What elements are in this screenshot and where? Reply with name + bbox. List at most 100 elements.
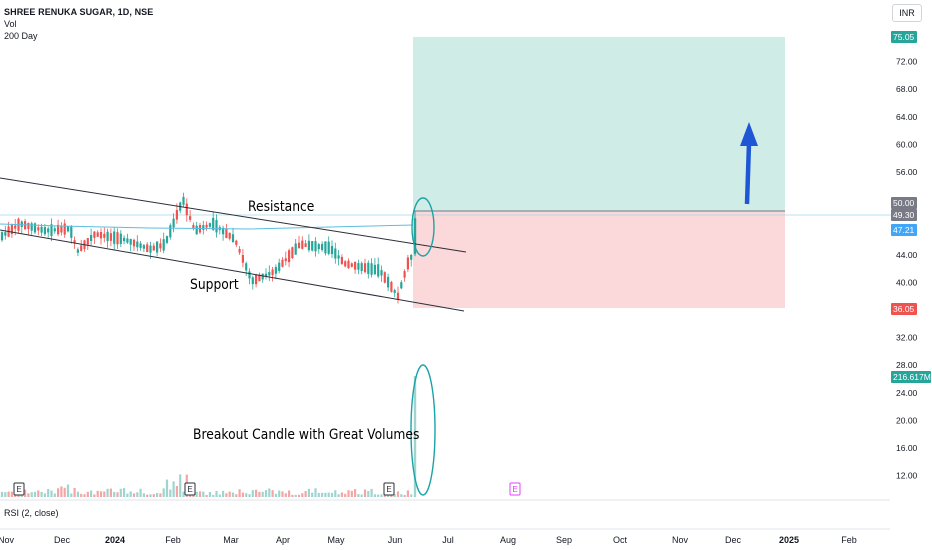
volume-bar xyxy=(175,485,178,497)
volume-bar xyxy=(109,488,112,497)
candle-body xyxy=(225,228,228,239)
candle-body xyxy=(126,238,129,243)
volume-bar xyxy=(27,493,30,497)
candle-body xyxy=(363,263,367,273)
candle-body xyxy=(169,225,172,238)
volume-bar xyxy=(123,488,126,497)
candle-body xyxy=(106,231,109,242)
candle-body xyxy=(271,269,274,276)
candle-body xyxy=(311,241,314,251)
volume-bar xyxy=(142,493,145,497)
candle-body xyxy=(340,256,343,264)
earnings-event-icon[interactable] xyxy=(184,482,196,496)
earnings-event-icon[interactable] xyxy=(509,482,521,496)
volume-bar xyxy=(10,491,13,497)
candle-body xyxy=(284,258,287,262)
volume-bar xyxy=(60,486,63,497)
breakout-candle-body xyxy=(413,218,417,255)
volume-bar xyxy=(225,493,228,497)
volume-bar xyxy=(396,491,400,497)
volume-bar xyxy=(113,491,116,497)
volume-bar xyxy=(344,493,347,497)
volume-bar xyxy=(106,488,109,497)
time-tick-label: 2024 xyxy=(105,535,125,545)
candle-body xyxy=(370,263,373,275)
candle-body xyxy=(159,243,162,249)
resistance-trendline[interactable] xyxy=(0,177,467,253)
volume-bar xyxy=(284,493,287,497)
earnings-event-icon[interactable] xyxy=(13,482,25,496)
candle-body xyxy=(192,224,195,229)
candle-body xyxy=(321,243,324,251)
candle-body xyxy=(93,231,96,238)
candle-body xyxy=(99,232,103,239)
volume-bar xyxy=(136,492,139,497)
candle-body xyxy=(0,232,4,241)
candle-body xyxy=(50,224,53,236)
volume-bar xyxy=(327,492,330,497)
candle-body xyxy=(113,231,116,244)
volume-bar xyxy=(301,493,304,497)
candle-body xyxy=(63,223,66,235)
candle-body xyxy=(182,196,185,205)
candle-body xyxy=(175,209,178,220)
volume-bar xyxy=(66,484,70,497)
volume-bar xyxy=(0,491,4,497)
time-tick-label: Sep xyxy=(556,535,572,545)
candle-body xyxy=(291,247,294,259)
candle-body xyxy=(288,250,291,263)
volume-bar xyxy=(57,488,60,497)
candle-body xyxy=(231,234,235,243)
target-zone[interactable] xyxy=(413,37,785,211)
rsi-pane-label[interactable]: RSI (2, close) xyxy=(4,508,59,518)
volume-bar xyxy=(354,489,357,497)
volume-indicator-label[interactable]: Vol xyxy=(4,19,17,29)
target-arrow[interactable] xyxy=(740,122,758,205)
volume-bar xyxy=(139,488,142,497)
volume-bar xyxy=(198,491,202,497)
candle-body xyxy=(202,225,205,230)
earnings-event-icon[interactable] xyxy=(383,482,395,496)
volume-bar xyxy=(334,490,337,497)
ma-indicator-label[interactable]: 200 Day xyxy=(4,31,38,41)
candle-body xyxy=(400,282,403,289)
candle-body xyxy=(30,223,33,231)
candle-body xyxy=(297,242,301,249)
volume-bar xyxy=(238,489,241,497)
volume-bar xyxy=(146,494,149,497)
price-badge-label: 49.30 xyxy=(893,210,915,220)
support-trendline[interactable] xyxy=(0,229,465,312)
candle-body xyxy=(222,227,225,235)
candle-body xyxy=(162,239,165,251)
volume-bar xyxy=(294,494,297,497)
time-tick-label: May xyxy=(327,535,345,545)
symbol-title[interactable]: SHREE RENUKA SUGAR, 1D, NSE xyxy=(4,7,154,17)
stop-zone[interactable] xyxy=(413,211,785,308)
volume-bar xyxy=(63,487,66,497)
candle-body xyxy=(324,241,327,254)
price-badge xyxy=(891,371,931,383)
time-tick-label: Dec xyxy=(725,535,742,545)
candle-body xyxy=(327,241,330,254)
candle-body xyxy=(132,239,136,247)
volume-bar xyxy=(149,494,152,497)
volume-bar xyxy=(83,494,86,497)
volume-bar xyxy=(182,491,185,497)
time-tick-label: Feb xyxy=(165,535,181,545)
candle-body xyxy=(294,243,297,255)
volume-bar xyxy=(357,493,360,497)
volume-bar xyxy=(218,494,221,497)
candle-body xyxy=(304,243,307,247)
volume-bar xyxy=(228,491,231,497)
candle-body xyxy=(347,260,350,269)
earnings-event-label: E xyxy=(512,485,517,494)
currency-button[interactable]: INR xyxy=(892,4,922,22)
candle-body xyxy=(354,261,357,270)
price-badge xyxy=(891,31,917,43)
volume-bar xyxy=(403,494,406,497)
breakout-volume-circle[interactable] xyxy=(410,364,436,496)
breakout-price-circle[interactable] xyxy=(411,197,435,257)
candle-body xyxy=(393,290,396,293)
candle-body xyxy=(142,245,145,249)
